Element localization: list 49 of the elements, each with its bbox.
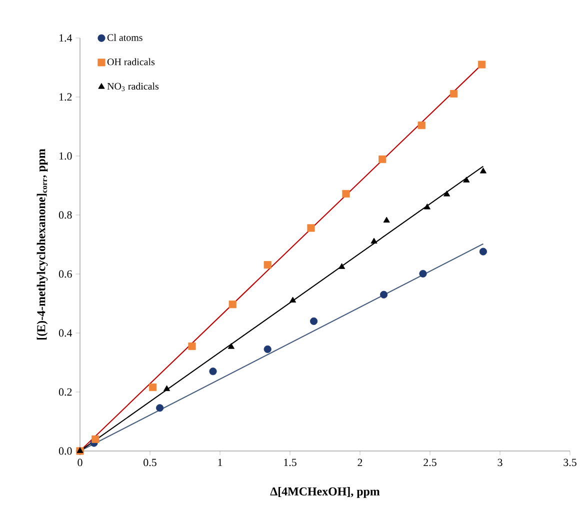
legend-label: NO$_{3}$ radicals <box>107 82 159 92</box>
y-tick-label: 1.0 <box>60 152 72 160</box>
x-tick-label: 2.5 <box>424 458 436 466</box>
point <box>480 168 487 174</box>
point <box>209 368 217 376</box>
point <box>383 216 390 223</box>
text: [(E)-4-methylcyclohexanone]$_{corr}$, ppm <box>36 148 48 340</box>
point <box>188 342 196 350</box>
y-tick-label: 0.0 <box>58 447 72 455</box>
point <box>156 404 164 412</box>
y-tick-label: 0.2 <box>58 388 72 396</box>
x-tick-label: 3 <box>498 458 502 466</box>
x-tick-label: 1.5 <box>284 458 296 466</box>
point <box>92 435 100 443</box>
point <box>228 343 235 349</box>
x-tick-label: 3.5 <box>564 458 576 466</box>
x-axis-title: Δ[4MCHexOH], ppm <box>270 487 380 498</box>
point <box>228 300 236 308</box>
point <box>378 155 386 164</box>
point <box>342 190 350 198</box>
point <box>419 270 427 278</box>
point <box>289 296 296 303</box>
point <box>478 60 486 68</box>
y-tick-label: 1.2 <box>60 93 72 101</box>
x-tick-label: 0 <box>78 458 82 466</box>
point <box>163 385 170 392</box>
legend-label: OH radicals <box>107 58 155 66</box>
point <box>463 176 470 182</box>
point <box>443 190 450 196</box>
x-tick-label: 2 <box>358 458 362 466</box>
point <box>479 248 487 256</box>
point <box>149 383 157 392</box>
point <box>310 317 318 325</box>
point <box>338 263 346 269</box>
point <box>370 238 378 244</box>
legend-label: Cl atoms <box>107 34 142 41</box>
y-tick-label: 0.6 <box>58 270 72 278</box>
y-tick-label: 0.4 <box>58 329 72 337</box>
y-tick-label: 0.8 <box>58 211 72 219</box>
point <box>307 224 315 232</box>
x-tick-label: 0.5 <box>144 458 156 466</box>
point <box>424 204 431 210</box>
point <box>264 345 272 354</box>
point <box>264 261 272 269</box>
y-tick-label: 1.4 <box>60 34 72 42</box>
point <box>418 122 426 130</box>
x-tick-label: 1 <box>218 458 222 466</box>
point <box>380 290 388 298</box>
point <box>450 90 458 98</box>
